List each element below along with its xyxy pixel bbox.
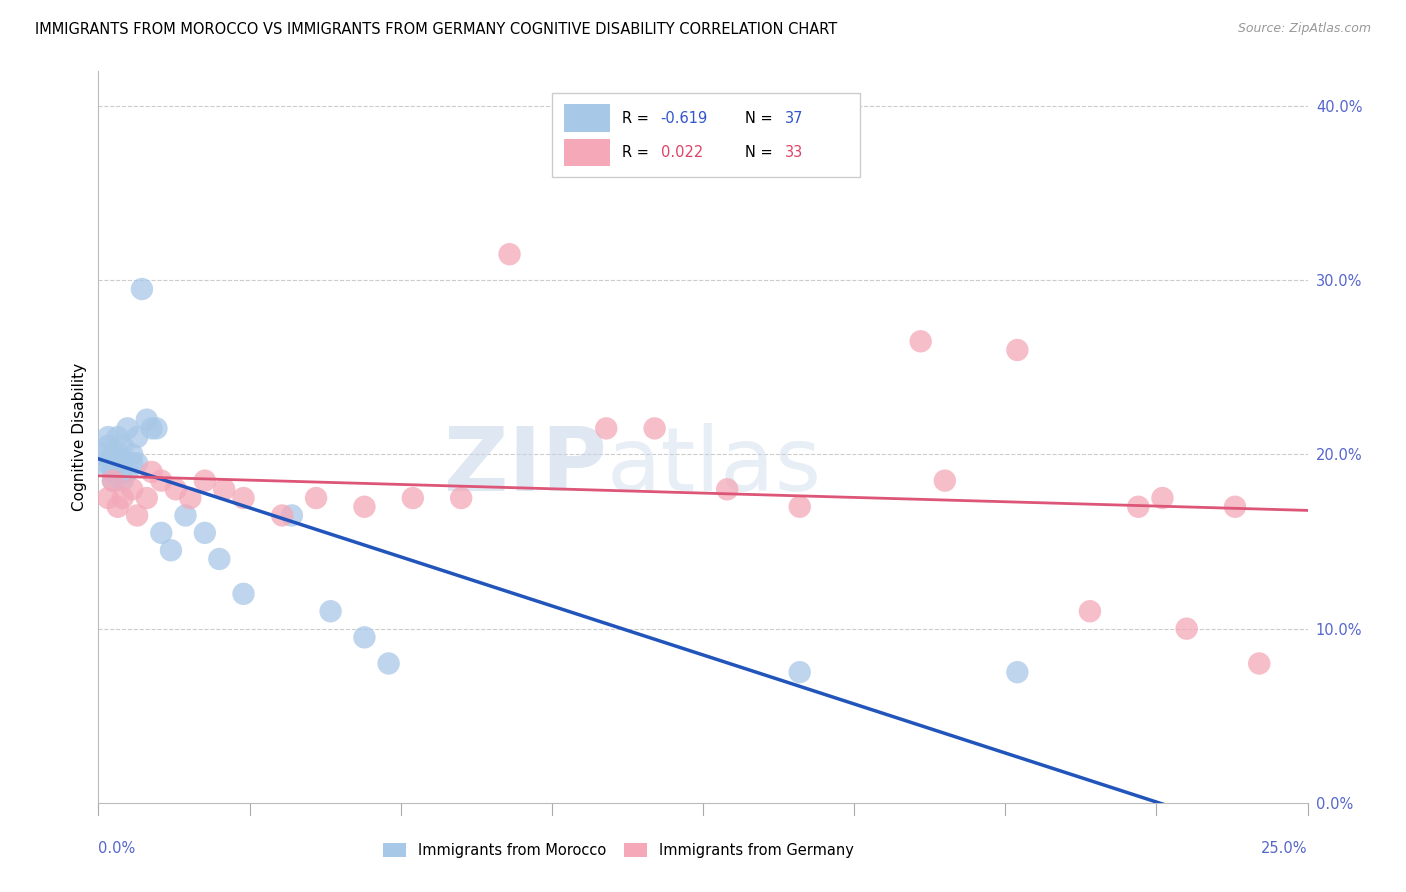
- Text: IMMIGRANTS FROM MOROCCO VS IMMIGRANTS FROM GERMANY COGNITIVE DISABILITY CORRELAT: IMMIGRANTS FROM MOROCCO VS IMMIGRANTS FR…: [35, 22, 838, 37]
- Bar: [564, 138, 610, 167]
- Text: N =: N =: [745, 111, 778, 126]
- Text: 33: 33: [785, 145, 803, 160]
- Point: [716, 483, 738, 497]
- Point: [97, 456, 120, 470]
- Point: [165, 483, 187, 497]
- Point: [1007, 343, 1029, 357]
- Text: R =: R =: [621, 111, 654, 126]
- Point: [194, 525, 217, 540]
- Point: [305, 491, 328, 505]
- Text: 0.0%: 0.0%: [98, 841, 135, 856]
- Text: N =: N =: [745, 145, 778, 160]
- Point: [101, 465, 124, 479]
- Point: [1175, 622, 1198, 636]
- Text: -0.619: -0.619: [661, 111, 709, 126]
- Point: [789, 500, 811, 514]
- Point: [141, 465, 163, 479]
- Point: [107, 430, 129, 444]
- Point: [1223, 500, 1246, 514]
- Point: [111, 456, 134, 470]
- Point: [179, 491, 201, 505]
- Point: [910, 334, 932, 349]
- Point: [121, 483, 143, 497]
- Text: R =: R =: [621, 145, 654, 160]
- Point: [135, 412, 157, 426]
- Point: [402, 491, 425, 505]
- Point: [131, 282, 153, 296]
- Point: [377, 657, 399, 671]
- Point: [121, 448, 143, 462]
- Point: [91, 456, 114, 470]
- Text: Source: ZipAtlas.com: Source: ZipAtlas.com: [1237, 22, 1371, 36]
- Point: [141, 421, 163, 435]
- Point: [1128, 500, 1150, 514]
- Point: [111, 491, 134, 505]
- Point: [111, 439, 134, 453]
- Point: [107, 456, 129, 470]
- Point: [97, 430, 120, 444]
- Point: [1007, 665, 1029, 680]
- Point: [271, 508, 294, 523]
- Point: [121, 456, 143, 470]
- Point: [127, 430, 149, 444]
- Point: [232, 587, 254, 601]
- Point: [644, 421, 666, 435]
- Point: [150, 474, 173, 488]
- Point: [101, 456, 124, 470]
- Point: [212, 483, 235, 497]
- Point: [117, 465, 139, 479]
- Point: [1078, 604, 1101, 618]
- Point: [1249, 657, 1271, 671]
- Point: [319, 604, 342, 618]
- Point: [353, 500, 375, 514]
- Point: [91, 448, 114, 462]
- Point: [111, 474, 134, 488]
- Text: ZIP: ZIP: [443, 423, 606, 510]
- Point: [1152, 491, 1174, 505]
- Point: [174, 508, 197, 523]
- Y-axis label: Cognitive Disability: Cognitive Disability: [72, 363, 87, 511]
- Point: [107, 500, 129, 514]
- Point: [117, 421, 139, 435]
- Point: [127, 508, 149, 523]
- Point: [194, 474, 217, 488]
- Point: [127, 456, 149, 470]
- Point: [145, 421, 167, 435]
- Point: [101, 474, 124, 488]
- Point: [97, 491, 120, 505]
- Point: [208, 552, 231, 566]
- Text: atlas: atlas: [606, 423, 821, 510]
- Point: [934, 474, 956, 488]
- Point: [107, 448, 129, 462]
- Text: 37: 37: [785, 111, 804, 126]
- Point: [281, 508, 304, 523]
- Text: 25.0%: 25.0%: [1261, 841, 1308, 856]
- Point: [101, 448, 124, 462]
- Point: [150, 525, 173, 540]
- Point: [498, 247, 520, 261]
- Bar: [564, 104, 610, 132]
- Point: [160, 543, 183, 558]
- Point: [450, 491, 472, 505]
- FancyBboxPatch shape: [553, 94, 860, 178]
- Legend: Immigrants from Morocco, Immigrants from Germany: Immigrants from Morocco, Immigrants from…: [375, 836, 860, 865]
- Point: [135, 491, 157, 505]
- Point: [595, 421, 617, 435]
- Point: [353, 631, 375, 645]
- Point: [97, 439, 120, 453]
- Text: 0.022: 0.022: [661, 145, 703, 160]
- Point: [101, 474, 124, 488]
- Point: [789, 665, 811, 680]
- Point: [232, 491, 254, 505]
